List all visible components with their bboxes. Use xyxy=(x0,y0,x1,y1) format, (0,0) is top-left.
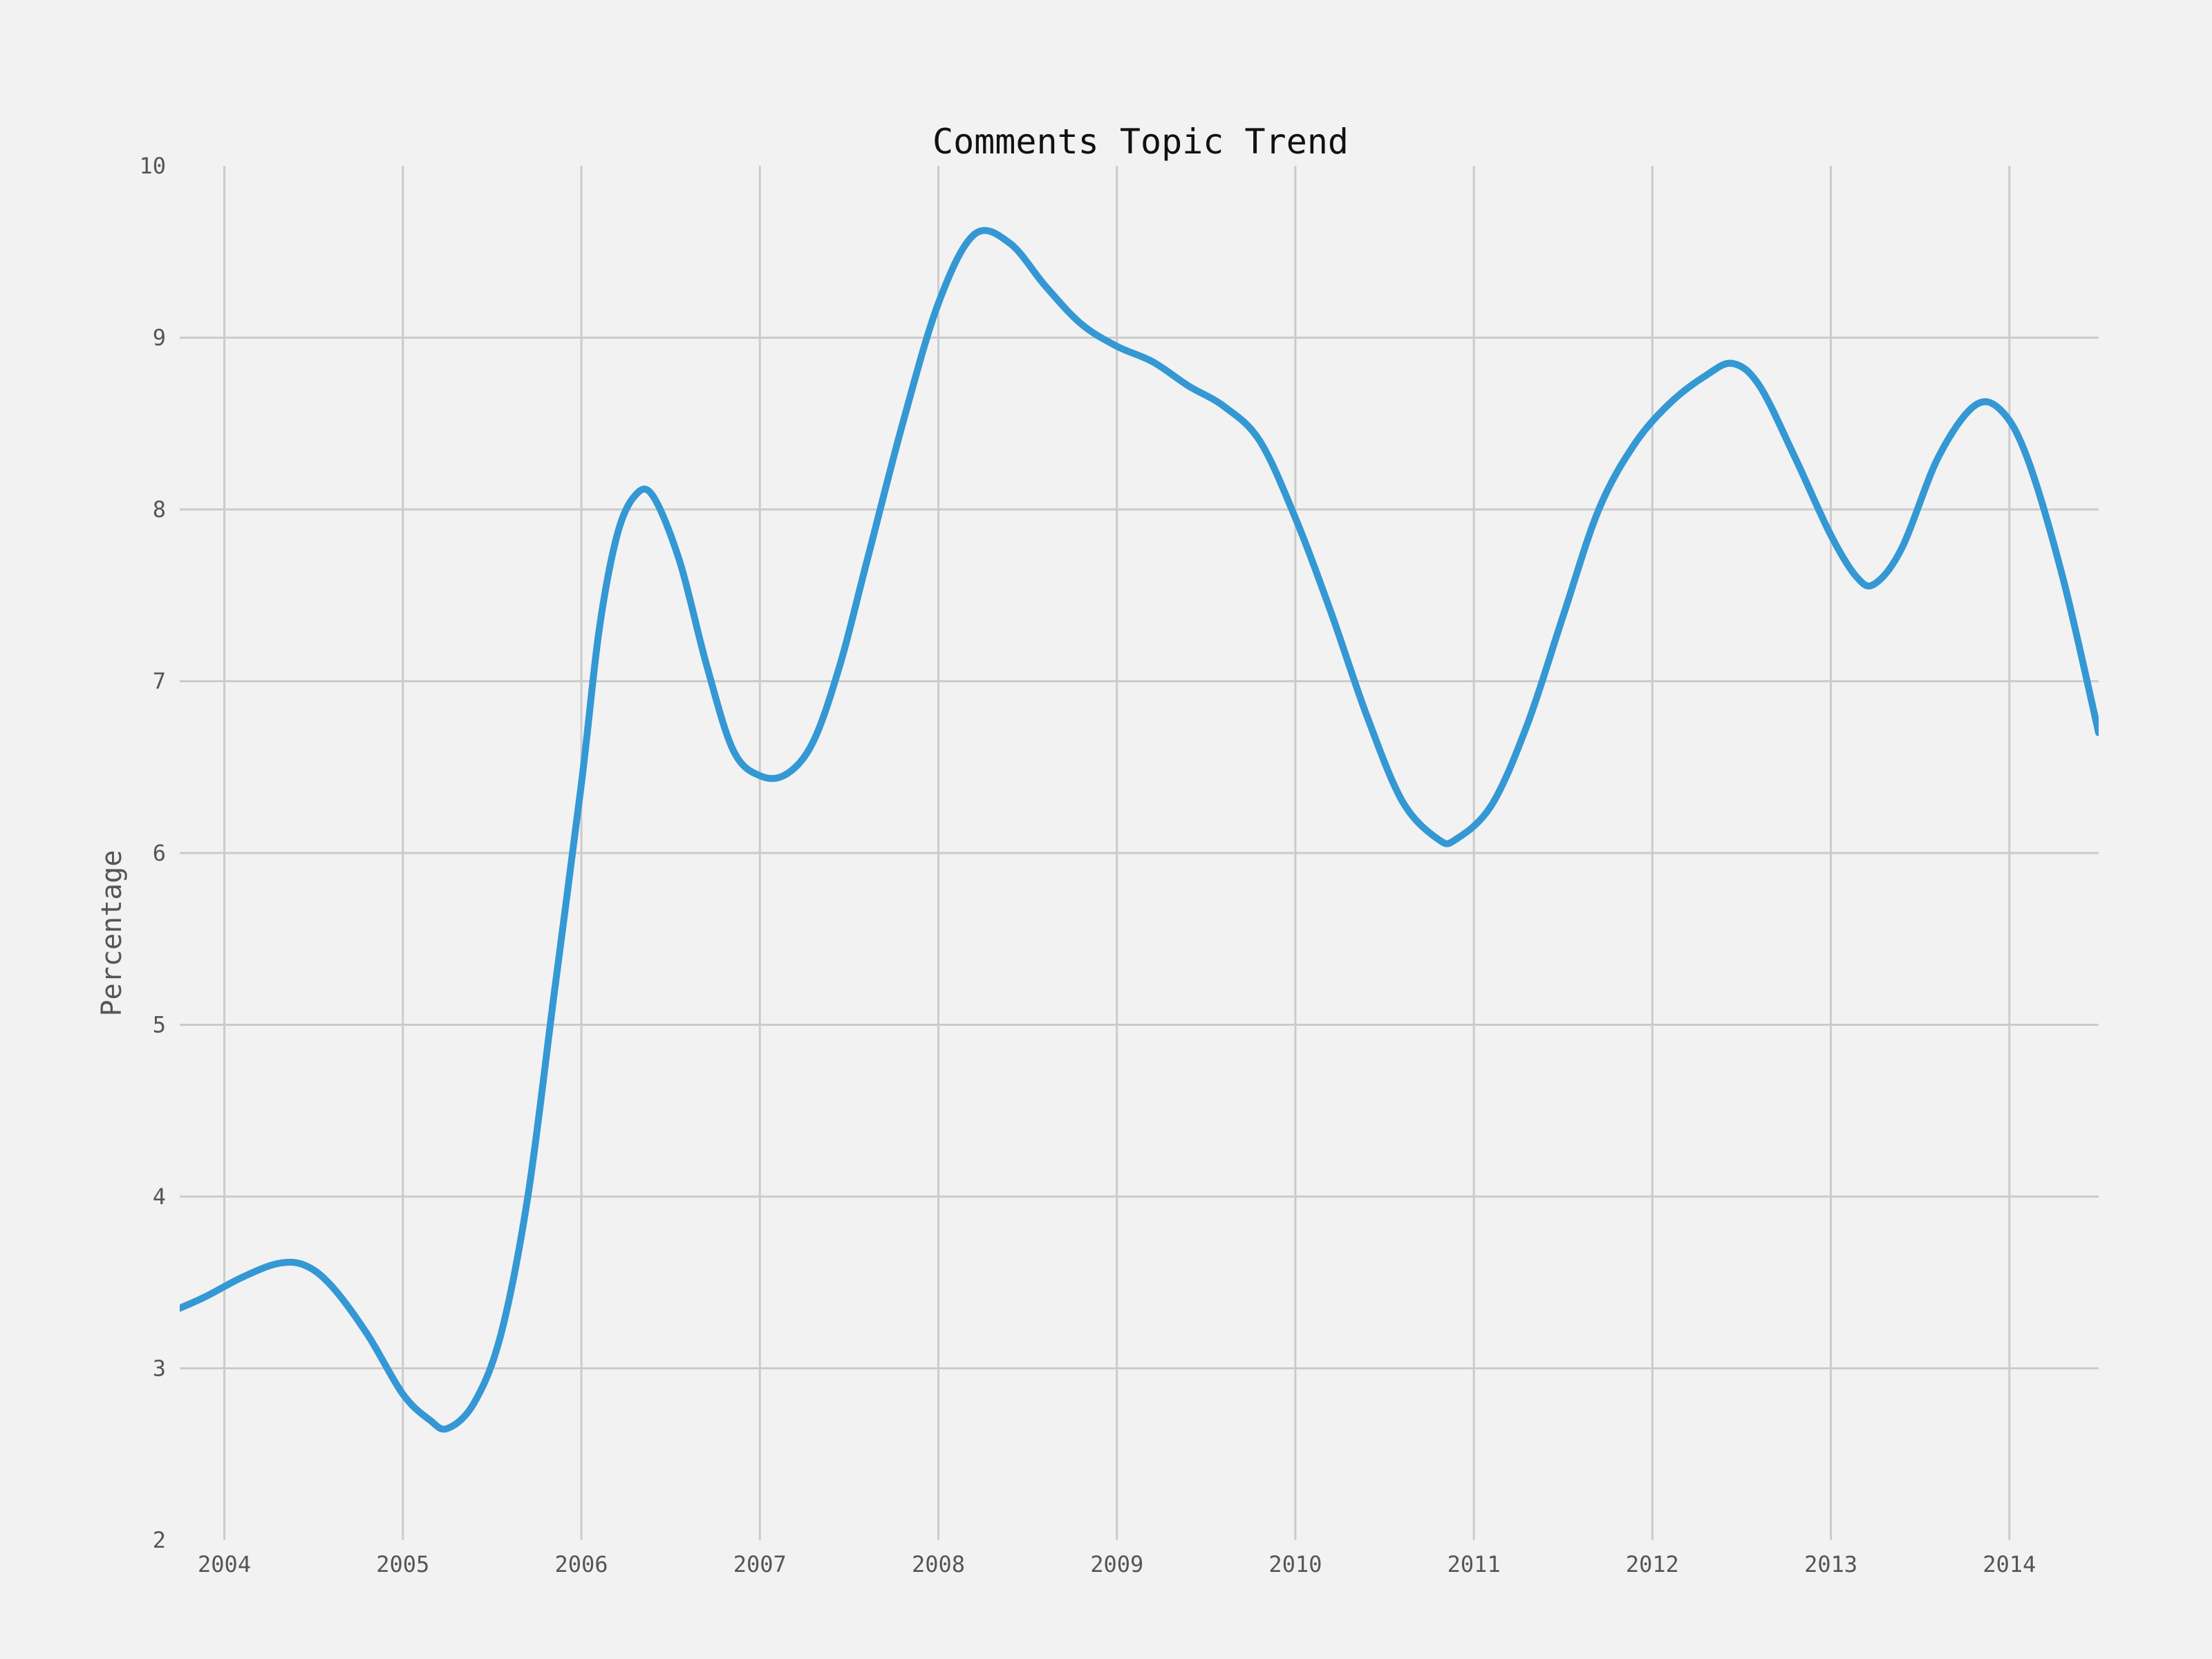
x-tick-label: 2009 xyxy=(1090,1551,1143,1577)
x-tick-label: 2014 xyxy=(1983,1551,2036,1577)
y-tick-labels: 2 3 4 5 6 7 8 9 10 xyxy=(139,153,166,1553)
series-layer xyxy=(180,227,2099,1433)
y-tick-label: 9 xyxy=(153,325,166,351)
x-tick-label: 2007 xyxy=(733,1551,787,1577)
x-tick-label: 2010 xyxy=(1268,1551,1322,1577)
x-tick-label: 2005 xyxy=(376,1551,429,1577)
y-axis-label: Percentage xyxy=(96,850,128,1017)
x-tick-label: 2011 xyxy=(1447,1551,1501,1577)
y-tick-label: 8 xyxy=(153,496,166,523)
y-gridlines xyxy=(180,337,2099,1369)
y-tick-label: 2 xyxy=(153,1527,166,1553)
y-tick-label: 6 xyxy=(153,840,166,866)
x-tick-label: 2013 xyxy=(1804,1551,1857,1577)
y-tick-label: 7 xyxy=(153,668,166,695)
chart-title: Comments Topic Trend xyxy=(932,122,1349,162)
x-tick-label: 2012 xyxy=(1626,1551,1679,1577)
y-tick-label: 5 xyxy=(153,1012,166,1038)
x-tick-labels: 2004 2005 2006 2007 2008 2009 2010 2011 2012 2013… xyxy=(198,1551,2036,1577)
x-tick-label: 2004 xyxy=(198,1551,251,1577)
y-tick-label: 3 xyxy=(153,1356,166,1382)
x-tick-label: 2006 xyxy=(554,1551,608,1577)
y-tick-label: 4 xyxy=(153,1183,166,1210)
y-tick-label: 10 xyxy=(139,153,166,179)
x-tick-label: 2008 xyxy=(912,1551,965,1577)
series-line xyxy=(180,227,2099,1433)
